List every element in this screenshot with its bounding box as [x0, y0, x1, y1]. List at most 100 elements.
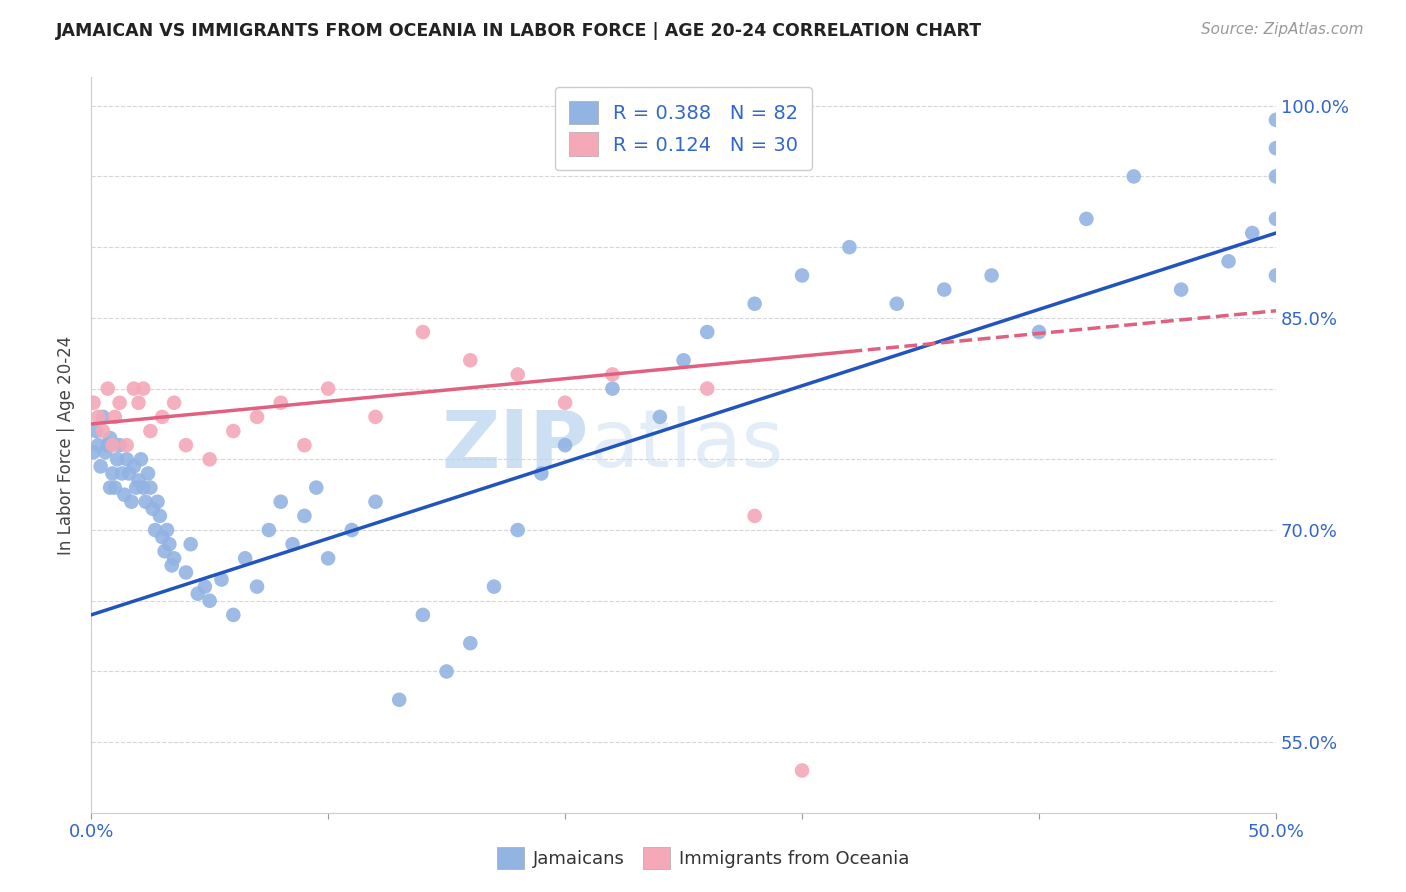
Point [270, 494, 292, 508]
Point [105, 452, 128, 467]
Point [412, 607, 434, 622]
Point [174, 566, 197, 580]
Point [648, 409, 671, 424]
Point [340, 523, 363, 537]
Point [118, 467, 141, 481]
Point [98, 431, 121, 445]
Point [97, 382, 120, 396]
Point [506, 523, 529, 537]
Point [458, 636, 481, 650]
Point [122, 382, 145, 396]
Point [790, 268, 813, 283]
Point [246, 409, 269, 424]
Point [91, 409, 114, 424]
Point [222, 607, 245, 622]
Point [696, 382, 718, 396]
Point [84, 424, 107, 438]
Point [104, 481, 127, 495]
Point [506, 368, 529, 382]
Point [246, 580, 269, 594]
Point [554, 396, 576, 410]
Point [744, 297, 766, 311]
Point [1265, 211, 1288, 226]
Y-axis label: In Labor Force | Age 20-24: In Labor Force | Age 20-24 [58, 335, 75, 555]
Point [187, 587, 209, 601]
Point [388, 692, 411, 706]
Point [150, 409, 173, 424]
Point [364, 409, 387, 424]
Point [139, 481, 162, 495]
Point [194, 580, 217, 594]
Point [281, 537, 304, 551]
Point [198, 593, 221, 607]
Point [153, 544, 176, 558]
Point [83, 445, 105, 459]
Point [696, 325, 718, 339]
Point [1076, 211, 1098, 226]
Point [160, 558, 183, 573]
Point [143, 523, 166, 537]
Point [602, 368, 624, 382]
Point [1122, 169, 1144, 184]
Point [111, 467, 134, 481]
Point [1265, 169, 1288, 184]
Point [180, 537, 202, 551]
Point [108, 396, 131, 410]
Point [294, 438, 316, 452]
Point [128, 474, 150, 488]
Point [174, 438, 197, 452]
Point [142, 501, 165, 516]
Point [112, 488, 135, 502]
Point [1218, 254, 1240, 268]
Point [97, 438, 120, 452]
Text: Source: ZipAtlas.com: Source: ZipAtlas.com [1201, 22, 1364, 37]
Point [120, 494, 142, 508]
Text: atlas: atlas [589, 406, 783, 484]
Point [364, 494, 387, 508]
Point [270, 396, 292, 410]
Point [198, 452, 221, 467]
Point [98, 481, 121, 495]
Point [257, 523, 280, 537]
Point [316, 382, 339, 396]
Point [1265, 112, 1288, 127]
Point [122, 459, 145, 474]
Point [482, 580, 505, 594]
Point [744, 508, 766, 523]
Point [139, 424, 162, 438]
Point [233, 551, 256, 566]
Point [294, 508, 316, 523]
Point [316, 551, 339, 566]
Point [1170, 283, 1192, 297]
Point [790, 764, 813, 778]
Point [157, 537, 180, 551]
Point [980, 268, 1002, 283]
Point [115, 438, 138, 452]
Point [104, 409, 127, 424]
Point [135, 494, 157, 508]
Point [87, 438, 110, 452]
Point [530, 467, 553, 481]
Point [934, 283, 956, 297]
Text: JAMAICAN VS IMMIGRANTS FROM OCEANIA IN LABOR FORCE | AGE 20-24 CORRELATION CHART: JAMAICAN VS IMMIGRANTS FROM OCEANIA IN L… [56, 22, 983, 40]
Point [129, 452, 152, 467]
Point [1265, 141, 1288, 155]
Point [211, 573, 233, 587]
Point [146, 494, 169, 508]
Point [90, 459, 112, 474]
Point [115, 452, 138, 467]
Point [132, 481, 155, 495]
Point [101, 438, 124, 452]
Point [458, 353, 481, 368]
Point [672, 353, 695, 368]
Point [91, 424, 114, 438]
Point [163, 551, 186, 566]
Point [125, 481, 148, 495]
Point [1241, 226, 1264, 240]
Point [1265, 268, 1288, 283]
Point [136, 467, 159, 481]
Point [132, 382, 155, 396]
Point [101, 467, 124, 481]
Legend: R = 0.388   N = 82, R = 0.124   N = 30: R = 0.388 N = 82, R = 0.124 N = 30 [555, 87, 813, 169]
Point [1028, 325, 1050, 339]
